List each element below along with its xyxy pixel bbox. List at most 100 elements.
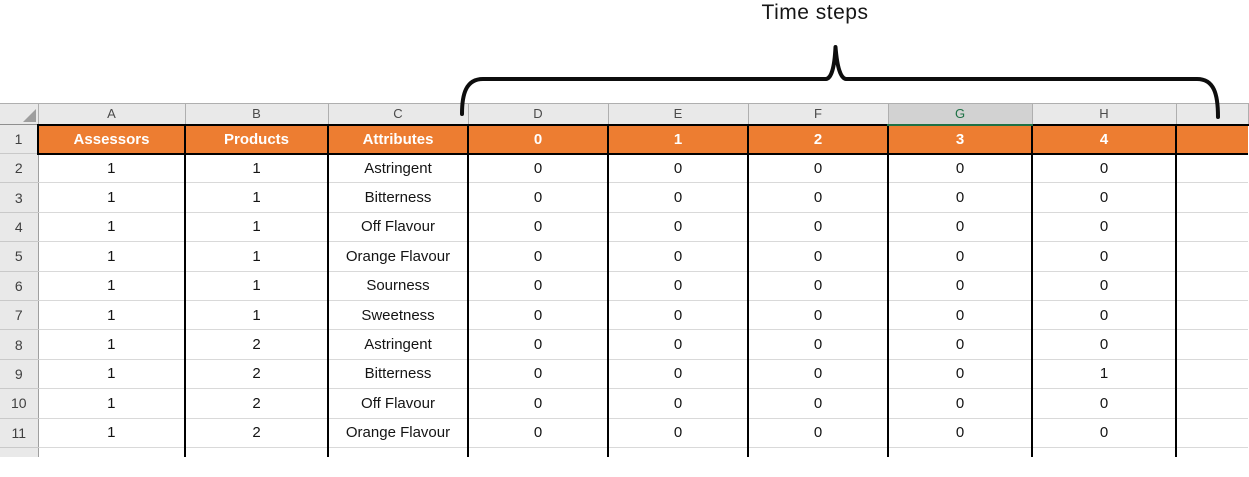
cell-value[interactable]: 0 [607,329,748,360]
cell-attribute[interactable]: Sourness [327,447,468,457]
cell-products[interactable]: 1 [184,182,328,213]
cell-assessors[interactable]: 1 [37,241,185,272]
header-cell-t4[interactable]: 4 [1031,123,1176,155]
row-number[interactable]: 10 [0,388,39,419]
row-number[interactable]: 1 [0,124,39,154]
cell-value[interactable]: 0 [607,153,748,184]
cell-value[interactable]: 0 [887,212,1032,243]
cell-value[interactable]: 0 [887,329,1032,360]
cell-value[interactable]: 0 [467,388,608,419]
cell-attribute[interactable]: Orange Flavour [327,241,468,272]
cell-attribute[interactable]: Astringent [327,153,468,184]
cell-value[interactable]: 0 [467,241,608,272]
cell-value[interactable]: 0 [467,359,608,390]
row-number[interactable]: 12 [0,447,39,457]
cell-value[interactable]: 0 [607,212,748,243]
cell-products[interactable]: 2 [184,388,328,419]
cell-value[interactable]: 0 [887,271,1032,301]
cell-attribute[interactable]: Sweetness [327,300,468,331]
cell-value[interactable]: 0 [747,241,888,272]
cell-value[interactable]: 0 [887,447,1032,457]
cell-value[interactable]: 0 [467,212,608,243]
cell-value[interactable]: 0 [467,447,608,457]
column-header-f[interactable]: F [748,103,889,125]
cell-value[interactable]: 0 [607,418,748,448]
cell-empty[interactable] [1175,182,1248,213]
cell-value[interactable]: 0 [887,418,1032,448]
cell-value[interactable]: 0 [1031,212,1176,243]
cell-products[interactable]: 2 [184,329,328,360]
cell-value[interactable]: 0 [1031,182,1176,213]
cell-assessors[interactable]: 1 [37,182,185,213]
cell-value[interactable]: 0 [1031,300,1176,331]
cell-value[interactable]: 0 [607,388,748,419]
cell-attribute[interactable]: Orange Flavour [327,418,468,448]
column-header-c[interactable]: C [328,103,469,125]
cell-empty[interactable] [1175,447,1248,457]
cell-value[interactable]: 0 [887,182,1032,213]
header-cell-attributes[interactable]: Attributes [327,123,468,155]
cell-value[interactable]: 0 [1031,241,1176,272]
column-header-a[interactable]: A [38,103,186,125]
cell-value[interactable]: 0 [887,300,1032,331]
cell-empty[interactable] [1175,388,1248,419]
cell-assessors[interactable]: 1 [37,271,185,301]
header-cell-t1[interactable]: 1 [607,123,748,155]
cell-attribute[interactable]: Sourness [327,271,468,301]
cell-products[interactable]: 2 [184,418,328,448]
cell-value[interactable]: 0 [1031,329,1176,360]
cell-value[interactable]: 1 [1031,359,1176,390]
cell-assessors[interactable]: 1 [37,300,185,331]
cell-value[interactable]: 0 [1031,388,1176,419]
cell-value[interactable]: 0 [467,418,608,448]
cell-assessors[interactable]: 1 [37,447,185,457]
cell-assessors[interactable]: 1 [37,388,185,419]
cell-products[interactable]: 1 [184,212,328,243]
cell-empty[interactable] [1175,418,1248,448]
column-header-i[interactable] [1176,103,1249,125]
cell-value[interactable]: 0 [747,271,888,301]
cell-value[interactable]: 0 [467,300,608,331]
cell-value[interactable]: 0 [747,329,888,360]
cell-value[interactable]: 0 [887,388,1032,419]
cell-value[interactable]: 0 [887,241,1032,272]
header-cell-assessors[interactable]: Assessors [37,123,185,155]
row-number[interactable]: 4 [0,212,39,243]
row-number[interactable]: 3 [0,182,39,213]
row-number[interactable]: 6 [0,271,39,301]
header-cell-extra[interactable] [1175,123,1248,155]
cell-assessors[interactable]: 1 [37,359,185,390]
cell-value[interactable]: 0 [467,271,608,301]
header-cell-products[interactable]: Products [184,123,328,155]
cell-value[interactable]: 0 [607,447,748,457]
cell-value[interactable]: 0 [747,153,888,184]
cell-attribute[interactable]: Off Flavour [327,212,468,243]
cell-value[interactable]: 0 [747,212,888,243]
cell-value[interactable]: 0 [747,388,888,419]
select-all-corner[interactable] [0,103,39,125]
header-cell-t0[interactable]: 0 [467,123,608,155]
cell-value[interactable]: 0 [607,241,748,272]
cell-value[interactable]: 0 [1031,447,1176,457]
cell-empty[interactable] [1175,359,1248,390]
column-header-g-selected[interactable]: G [888,103,1033,126]
cell-value[interactable]: 0 [607,182,748,213]
cell-empty[interactable] [1175,271,1248,301]
cell-value[interactable]: 0 [467,329,608,360]
cell-value[interactable]: 0 [467,182,608,213]
cell-assessors[interactable]: 1 [37,153,185,184]
cell-assessors[interactable]: 1 [37,329,185,360]
cell-assessors[interactable]: 1 [37,418,185,448]
cell-products[interactable]: 1 [184,300,328,331]
cell-products[interactable]: 1 [184,271,328,301]
cell-value[interactable]: 0 [1031,418,1176,448]
cell-value[interactable]: 0 [887,359,1032,390]
cell-assessors[interactable]: 1 [37,212,185,243]
cell-value[interactable]: 0 [607,300,748,331]
row-number[interactable]: 2 [0,153,39,184]
column-header-d[interactable]: D [468,103,609,125]
cell-value[interactable]: 0 [1031,271,1176,301]
cell-value[interactable]: 0 [607,359,748,390]
column-header-h[interactable]: H [1032,103,1177,125]
cell-value[interactable]: 0 [747,300,888,331]
